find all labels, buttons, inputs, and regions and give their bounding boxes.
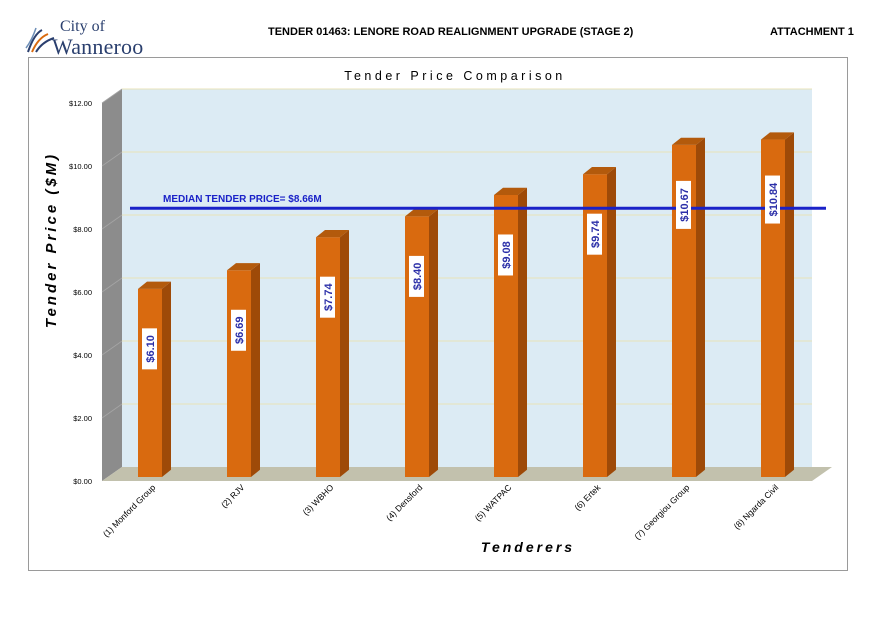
data-label-box [320, 276, 335, 318]
data-label-text: $6.69 [234, 316, 246, 344]
bar-front [316, 237, 340, 477]
bar-top [405, 209, 438, 217]
x-tick-label: (7) Georgiou Group [632, 482, 691, 541]
data-label-text: $9.74 [590, 220, 602, 248]
y-tick-label: $2.00 [73, 414, 92, 423]
bar-side [785, 132, 794, 477]
data-label: $10.67 [676, 180, 691, 229]
org-name-line2: Wanneroo [52, 34, 144, 59]
data-label: $7.74 [320, 276, 335, 318]
bar-side [696, 137, 705, 477]
x-tick-label: (6) Ertek [572, 482, 603, 513]
bar-top [672, 137, 705, 145]
x-tick-label: (1) Monford Group [101, 482, 158, 539]
data-label-box [231, 309, 246, 351]
bar-top [761, 132, 794, 140]
data-label: $8.40 [409, 255, 424, 297]
y-tick-label: $4.00 [73, 351, 92, 360]
org-name-line1: City of [60, 18, 105, 35]
bar-top [583, 166, 616, 175]
bar [138, 281, 171, 477]
bar-side [518, 187, 527, 477]
x-tick-label: (4) Densford [384, 482, 425, 523]
data-label-text: $7.74 [323, 283, 335, 311]
x-tick-label: (2) RJV [219, 482, 247, 510]
bar [316, 229, 349, 477]
city-logo-icon [25, 27, 55, 53]
side-gridline [101, 214, 123, 230]
x-tick-label: (3) WBHO [301, 482, 336, 517]
median-label: MEDIAN TENDER PRICE= $8.66M [163, 194, 322, 205]
data-label-text: $10.84 [768, 182, 780, 217]
data-label-text: $8.40 [412, 263, 424, 291]
bar-top [316, 229, 349, 238]
data-label-text: $9.08 [501, 241, 513, 269]
data-label: $9.74 [587, 213, 602, 255]
data-label: $6.69 [231, 309, 246, 351]
side-gridline [101, 151, 123, 167]
attachment-label: ATTACHMENT 1 [770, 26, 854, 38]
data-label-box [676, 180, 691, 229]
bar [583, 166, 616, 478]
bar [227, 263, 260, 477]
bar-side [340, 229, 349, 477]
data-label: $6.10 [142, 328, 157, 370]
y-tick-label: $10.00 [69, 162, 92, 171]
side-gridline [101, 88, 123, 104]
y-tick-label: $0.00 [73, 477, 92, 486]
data-label-box [142, 328, 157, 370]
data-label: $10.84 [765, 175, 780, 224]
chart-title: Tender Price Comparison [344, 69, 566, 83]
data-label-box [587, 213, 602, 255]
bar-front [405, 216, 429, 477]
bar-front [227, 270, 251, 477]
bar-side [429, 209, 438, 477]
data-label-box [409, 255, 424, 297]
data-label-box [498, 234, 513, 276]
data-label-box [765, 175, 780, 224]
y-axis-label: Tender Price ($M) [43, 152, 60, 328]
bar-side [607, 166, 616, 478]
data-label-text: $10.67 [679, 188, 691, 222]
bar-side [162, 281, 171, 477]
bar-front [138, 288, 162, 477]
bar-top [227, 263, 260, 271]
bar [494, 187, 527, 478]
y-tick-label: $6.00 [73, 288, 92, 297]
bar [405, 209, 438, 477]
x-tick-label: (5) WATPAC [473, 482, 514, 523]
bar-top [494, 187, 527, 195]
city-logo: City of Wanneroo [24, 18, 174, 60]
bar-side [251, 263, 260, 477]
chart-frame [28, 57, 848, 571]
bar-top [138, 281, 171, 289]
y-tick-label: $12.00 [69, 99, 92, 108]
data-label: $9.08 [498, 234, 513, 276]
document-title: TENDER 01463: LENORE ROAD REALIGNMENT UP… [268, 26, 634, 38]
side-gridline [101, 340, 123, 356]
x-tick-label: (8) Ngarda Civil [732, 482, 781, 531]
data-label-text: $6.10 [145, 335, 157, 363]
x-axis-label: Tenderers [481, 539, 575, 555]
plot-floor [102, 467, 832, 481]
y-tick-label: $8.00 [73, 225, 92, 234]
side-gridline [101, 403, 123, 419]
side-gridline [101, 277, 123, 293]
